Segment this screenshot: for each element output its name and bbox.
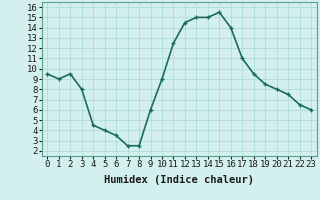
- X-axis label: Humidex (Indice chaleur): Humidex (Indice chaleur): [104, 175, 254, 185]
